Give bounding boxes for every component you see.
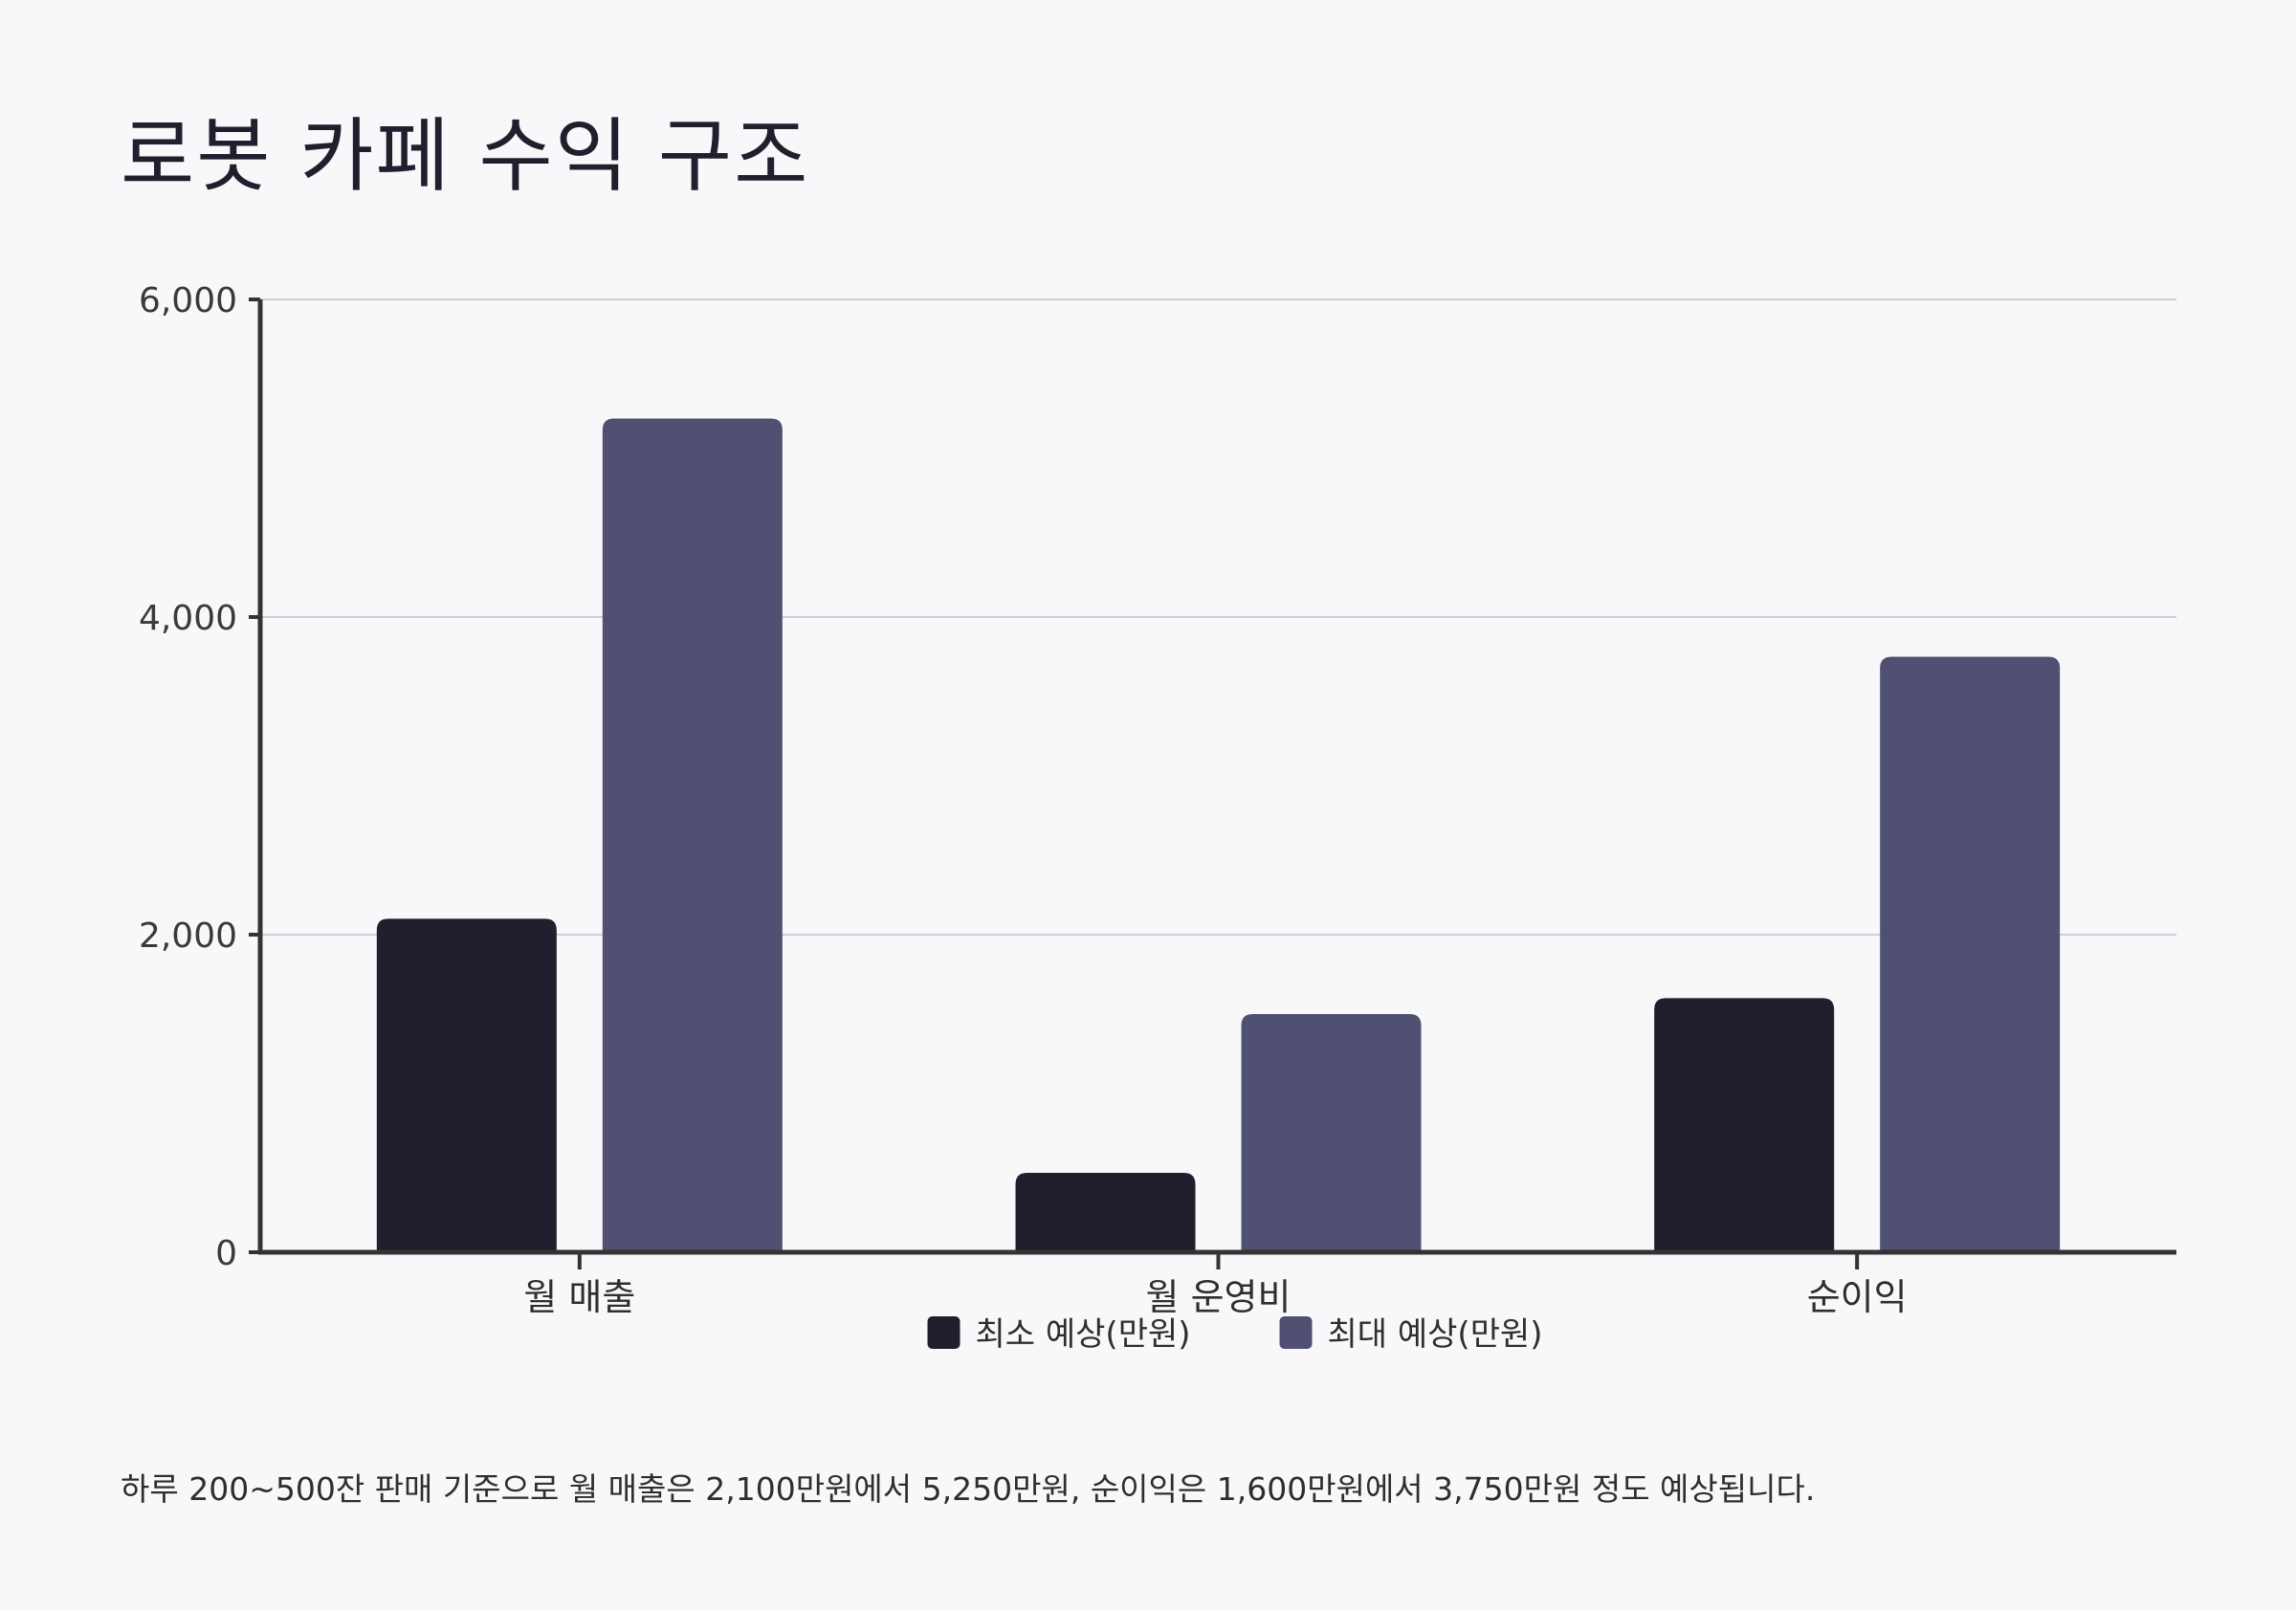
y-tick-label: 2,000: [139, 916, 237, 956]
legend-swatch-0: [927, 1316, 960, 1349]
chart-title: 로봇 카페 수익 구조: [121, 109, 810, 203]
x-category-label: 월 매출: [523, 1276, 635, 1318]
legend: 최소 예상(만원) 최대 예상(만원): [927, 1315, 1543, 1354]
bars: [376, 418, 2061, 1252]
gridlines: [260, 298, 2176, 936]
bar-min-1: [1015, 1173, 1196, 1252]
legend-label-1: 최대 예상(만원): [1328, 1315, 1543, 1354]
y-tick-label: 4,000: [139, 599, 237, 638]
legend-label-0: 최소 예상(만원): [976, 1315, 1191, 1354]
x-category-label: 월 운영비: [1146, 1276, 1292, 1318]
bar-max-0: [602, 418, 783, 1252]
bar-min-0: [376, 918, 557, 1252]
x-category-label: 순이익: [1807, 1276, 1908, 1318]
bar-max-2: [1880, 656, 2061, 1252]
footnote: 하루 200~500잔 판매 기준으로 월 매출은 2,100만원에서 5,25…: [121, 1470, 1816, 1508]
legend-swatch-1: [1279, 1316, 1313, 1349]
bar-min-2: [1654, 998, 1835, 1252]
y-tick-label: 6,000: [139, 281, 237, 320]
axes: 0 2,000 4,000 6,000 월 매출 월 운영비 순이익: [139, 281, 2176, 1318]
bar-max-1: [1241, 1014, 1422, 1252]
y-tick-label: 0: [215, 1234, 237, 1273]
